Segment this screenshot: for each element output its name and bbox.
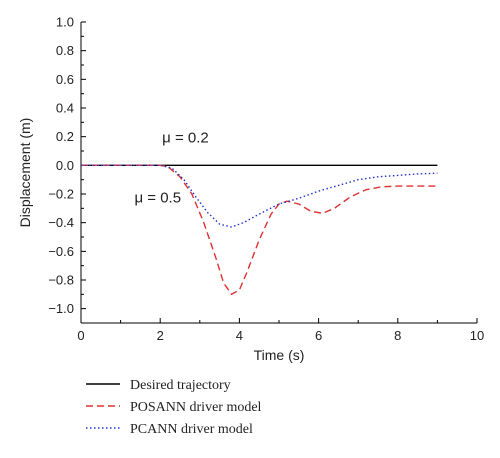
x-tick-label: 4 xyxy=(236,328,243,343)
legend-label: Desired trajectory xyxy=(130,378,231,393)
y-tick-label: −1.0 xyxy=(48,301,74,316)
y-tick-label: 0.0 xyxy=(56,158,74,173)
annotation-label: μ = 0.2 xyxy=(162,129,209,146)
legend: Desired trajectory POSANN driver model PCA… xyxy=(86,378,262,437)
x-tick-label: 2 xyxy=(157,328,164,343)
y-tick-label: 0.8 xyxy=(56,43,74,58)
y-tick-label: 0.2 xyxy=(56,129,74,144)
y-tick-label: −0.8 xyxy=(48,273,74,288)
series-line-1 xyxy=(81,164,438,295)
plot-area: 0 2 4 6 8 10 1.0 0.8 0.6 0.4 0.2 0.0 −0.2 −0.4 −0.6 −0.… xyxy=(17,15,484,364)
x-axis-title: Time (s) xyxy=(254,347,305,363)
y-tick-label: 0.6 xyxy=(56,72,74,87)
annotation-label: μ = 0.5 xyxy=(134,190,181,207)
y-tick-label: −0.2 xyxy=(48,187,74,202)
x-tick-label: 8 xyxy=(394,328,401,343)
legend-label: PCANN driver model xyxy=(130,422,253,437)
x-tick-label: 0 xyxy=(77,328,84,343)
series-line-2 xyxy=(81,164,438,228)
y-tick-label: 1.0 xyxy=(56,15,74,30)
y-tick-label: −0.4 xyxy=(48,215,74,230)
legend-label: POSANN driver model xyxy=(130,400,262,415)
x-tick-label: 10 xyxy=(470,328,484,343)
y-axis-title: Displacement (m) xyxy=(17,118,33,228)
x-tick-label: 6 xyxy=(315,328,322,343)
y-tick-label: −0.6 xyxy=(48,244,74,259)
y-tick-label: 0.4 xyxy=(56,101,74,116)
